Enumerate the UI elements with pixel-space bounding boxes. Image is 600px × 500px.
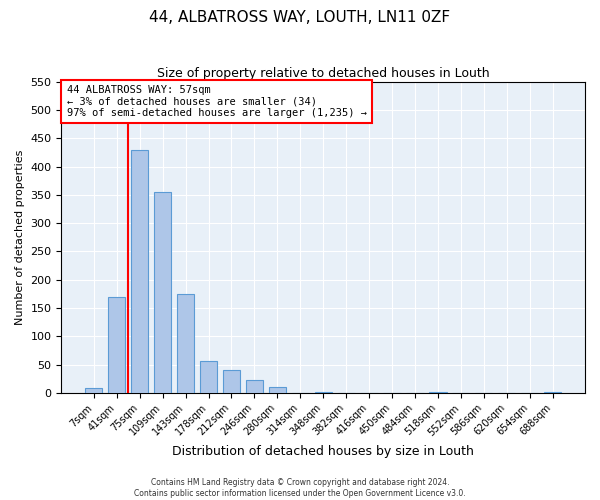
Text: 44 ALBATROSS WAY: 57sqm
← 3% of detached houses are smaller (34)
97% of semi-det: 44 ALBATROSS WAY: 57sqm ← 3% of detached… — [67, 85, 367, 118]
Bar — [177, 294, 194, 393]
Bar — [154, 192, 171, 393]
Text: 44, ALBATROSS WAY, LOUTH, LN11 0ZF: 44, ALBATROSS WAY, LOUTH, LN11 0ZF — [149, 10, 451, 25]
Bar — [314, 392, 332, 393]
Title: Size of property relative to detached houses in Louth: Size of property relative to detached ho… — [157, 68, 490, 80]
Text: Contains HM Land Registry data © Crown copyright and database right 2024.
Contai: Contains HM Land Registry data © Crown c… — [134, 478, 466, 498]
Bar — [269, 387, 286, 393]
Bar — [108, 296, 125, 393]
X-axis label: Distribution of detached houses by size in Louth: Distribution of detached houses by size … — [172, 444, 474, 458]
Bar — [131, 150, 148, 393]
Bar — [429, 392, 446, 393]
Bar — [223, 370, 240, 393]
Bar — [544, 392, 561, 393]
Bar — [85, 388, 103, 393]
Y-axis label: Number of detached properties: Number of detached properties — [15, 150, 25, 325]
Bar — [246, 380, 263, 393]
Bar — [200, 360, 217, 393]
